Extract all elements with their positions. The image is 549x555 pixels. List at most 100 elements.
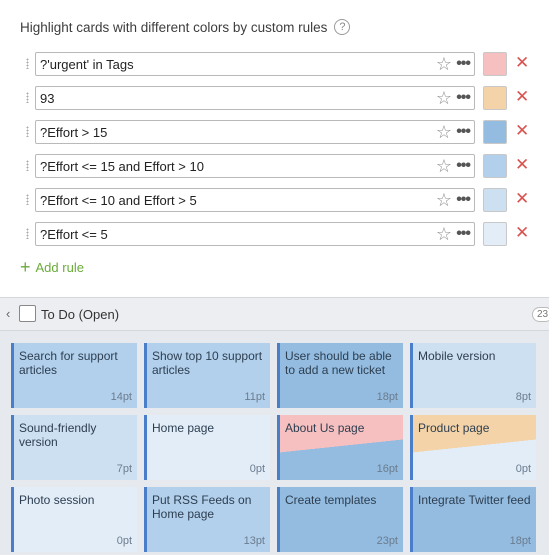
card-effort: 18pt <box>376 391 398 403</box>
card-effort: 8pt <box>515 391 531 403</box>
task-card[interactable]: Home page 0pt <box>144 415 270 480</box>
card-title: About Us page <box>285 421 365 435</box>
task-card[interactable]: About Us page 16pt <box>277 415 403 480</box>
star-icon[interactable]: ☆ <box>435 122 452 142</box>
more-icon[interactable]: ••• <box>456 225 471 242</box>
task-card[interactable]: User should be able to add a new ticket 1… <box>277 343 403 408</box>
column-header: ‹ To Do (Open) 23 <box>0 298 549 331</box>
card-background <box>14 415 137 480</box>
drag-handle-icon[interactable] <box>26 228 29 239</box>
card-title: Show top 10 support articles <box>152 349 263 377</box>
more-icon[interactable]: ••• <box>456 55 471 72</box>
remove-rule-icon[interactable]: ✕ <box>515 189 530 208</box>
drag-handle-icon[interactable] <box>26 126 29 137</box>
card-title: Product page <box>418 421 490 435</box>
task-card[interactable]: Put RSS Feeds on Home page 13pt <box>144 487 270 552</box>
card-title: Integrate Twitter feed <box>418 493 531 507</box>
card-title: Create templates <box>285 493 377 507</box>
card-title: Home page <box>152 421 215 435</box>
column-checkbox[interactable] <box>19 305 36 322</box>
color-swatch[interactable] <box>483 86 507 110</box>
card-effort: 11pt <box>244 391 265 403</box>
card-effort: 23pt <box>376 535 398 547</box>
task-card[interactable]: Create templates 23pt <box>277 487 403 552</box>
remove-rule-icon[interactable]: ✕ <box>515 53 530 72</box>
rule-expression-input[interactable]: ?Effort <= 15 and Effort > 10 ☆ ••• <box>35 154 475 178</box>
card-title: Photo session <box>19 493 95 507</box>
card-title: User should be able to add a new ticket <box>285 349 392 377</box>
task-card[interactable]: Show top 10 support articles 11pt <box>144 343 270 408</box>
add-rule-button[interactable]: + Add rule <box>20 258 84 276</box>
more-icon[interactable]: ••• <box>456 191 471 208</box>
card-title: Sound-friendly version <box>19 421 97 449</box>
color-swatch[interactable] <box>483 120 507 144</box>
more-icon[interactable]: ••• <box>456 123 471 140</box>
card-background <box>147 487 270 552</box>
card-effort: 0pt <box>116 535 132 547</box>
card-effort: 13pt <box>243 535 265 547</box>
card-background <box>280 415 403 480</box>
panel-heading: Highlight cards with different colors by… <box>20 19 351 35</box>
drag-handle-icon[interactable] <box>26 58 29 69</box>
rule-row: ?Effort > 15 ☆ ••• ✕ <box>24 120 534 144</box>
card-effort: 7pt <box>116 463 132 475</box>
column-title: To Do (Open) <box>41 307 120 322</box>
color-swatch[interactable] <box>483 52 507 76</box>
rule-expression-text: ?'urgent' in Tags <box>40 57 134 72</box>
drag-handle-icon[interactable] <box>26 194 29 205</box>
remove-rule-icon[interactable]: ✕ <box>515 155 530 174</box>
star-icon[interactable]: ☆ <box>435 88 452 108</box>
card-background <box>280 487 403 552</box>
rule-expression-input[interactable]: 93 ☆ ••• <box>35 86 475 110</box>
task-card[interactable]: Product page 0pt <box>410 415 536 480</box>
color-rules-panel: Highlight cards with different colors by… <box>20 19 534 276</box>
card-effort: 0pt <box>515 463 531 475</box>
plus-icon: + <box>20 257 31 277</box>
more-icon[interactable]: ••• <box>456 89 471 106</box>
color-swatch[interactable] <box>483 222 507 246</box>
rule-row: ?Effort <= 5 ☆ ••• ✕ <box>24 222 534 246</box>
rule-row: 93 ☆ ••• ✕ <box>24 86 534 110</box>
rule-row: ?'urgent' in Tags ☆ ••• ✕ <box>24 52 534 76</box>
star-icon[interactable]: ☆ <box>435 224 452 244</box>
card-effort: 16pt <box>376 463 398 475</box>
task-card[interactable]: Photo session 0pt <box>11 487 137 552</box>
task-card[interactable]: Mobile version 8pt <box>410 343 536 408</box>
panel-heading-text: Highlight cards with different colors by… <box>20 19 328 35</box>
color-swatch[interactable] <box>483 154 507 178</box>
card-background <box>14 343 137 408</box>
chevron-left-icon[interactable]: ‹ <box>6 306 11 321</box>
column-count-badge: 23 <box>532 307 549 322</box>
color-swatch[interactable] <box>483 188 507 212</box>
star-icon[interactable]: ☆ <box>435 190 452 210</box>
card-title: Search for support articles <box>19 349 118 377</box>
remove-rule-icon[interactable]: ✕ <box>515 87 530 106</box>
card-title: Put RSS Feeds on Home page <box>152 493 252 521</box>
drag-handle-icon[interactable] <box>26 160 29 171</box>
rule-expression-input[interactable]: ?Effort <= 5 ☆ ••• <box>35 222 475 246</box>
card-background <box>413 487 536 552</box>
help-icon[interactable]: ? <box>334 19 351 35</box>
card-background <box>147 343 270 408</box>
remove-rule-icon[interactable]: ✕ <box>515 121 530 140</box>
rule-expression-text: ?Effort <= 5 <box>40 227 108 242</box>
remove-rule-icon[interactable]: ✕ <box>515 223 530 242</box>
task-card[interactable]: Search for support articles 14pt <box>11 343 137 408</box>
card-background <box>413 415 536 480</box>
card-background <box>413 343 536 408</box>
rule-expression-text: ?Effort <= 15 and Effort > 10 <box>40 159 204 174</box>
drag-handle-icon[interactable] <box>26 92 29 103</box>
rule-expression-text: ?Effort <= 10 and Effort > 5 <box>40 193 197 208</box>
card-effort: 0pt <box>249 463 265 475</box>
star-icon[interactable]: ☆ <box>435 54 452 74</box>
more-icon[interactable]: ••• <box>456 157 471 174</box>
rule-expression-input[interactable]: ?'urgent' in Tags ☆ ••• <box>35 52 475 76</box>
rule-expression-input[interactable]: ?Effort <= 10 and Effort > 5 ☆ ••• <box>35 188 475 212</box>
star-icon[interactable]: ☆ <box>435 156 452 176</box>
task-card[interactable]: Sound-friendly version 7pt <box>11 415 137 480</box>
task-card[interactable]: Integrate Twitter feed 18pt <box>410 487 536 552</box>
rule-expression-text: ?Effort > 15 <box>40 125 108 140</box>
card-title: Mobile version <box>418 349 496 363</box>
card-effort: 18pt <box>509 535 531 547</box>
rule-expression-input[interactable]: ?Effort > 15 ☆ ••• <box>35 120 475 144</box>
